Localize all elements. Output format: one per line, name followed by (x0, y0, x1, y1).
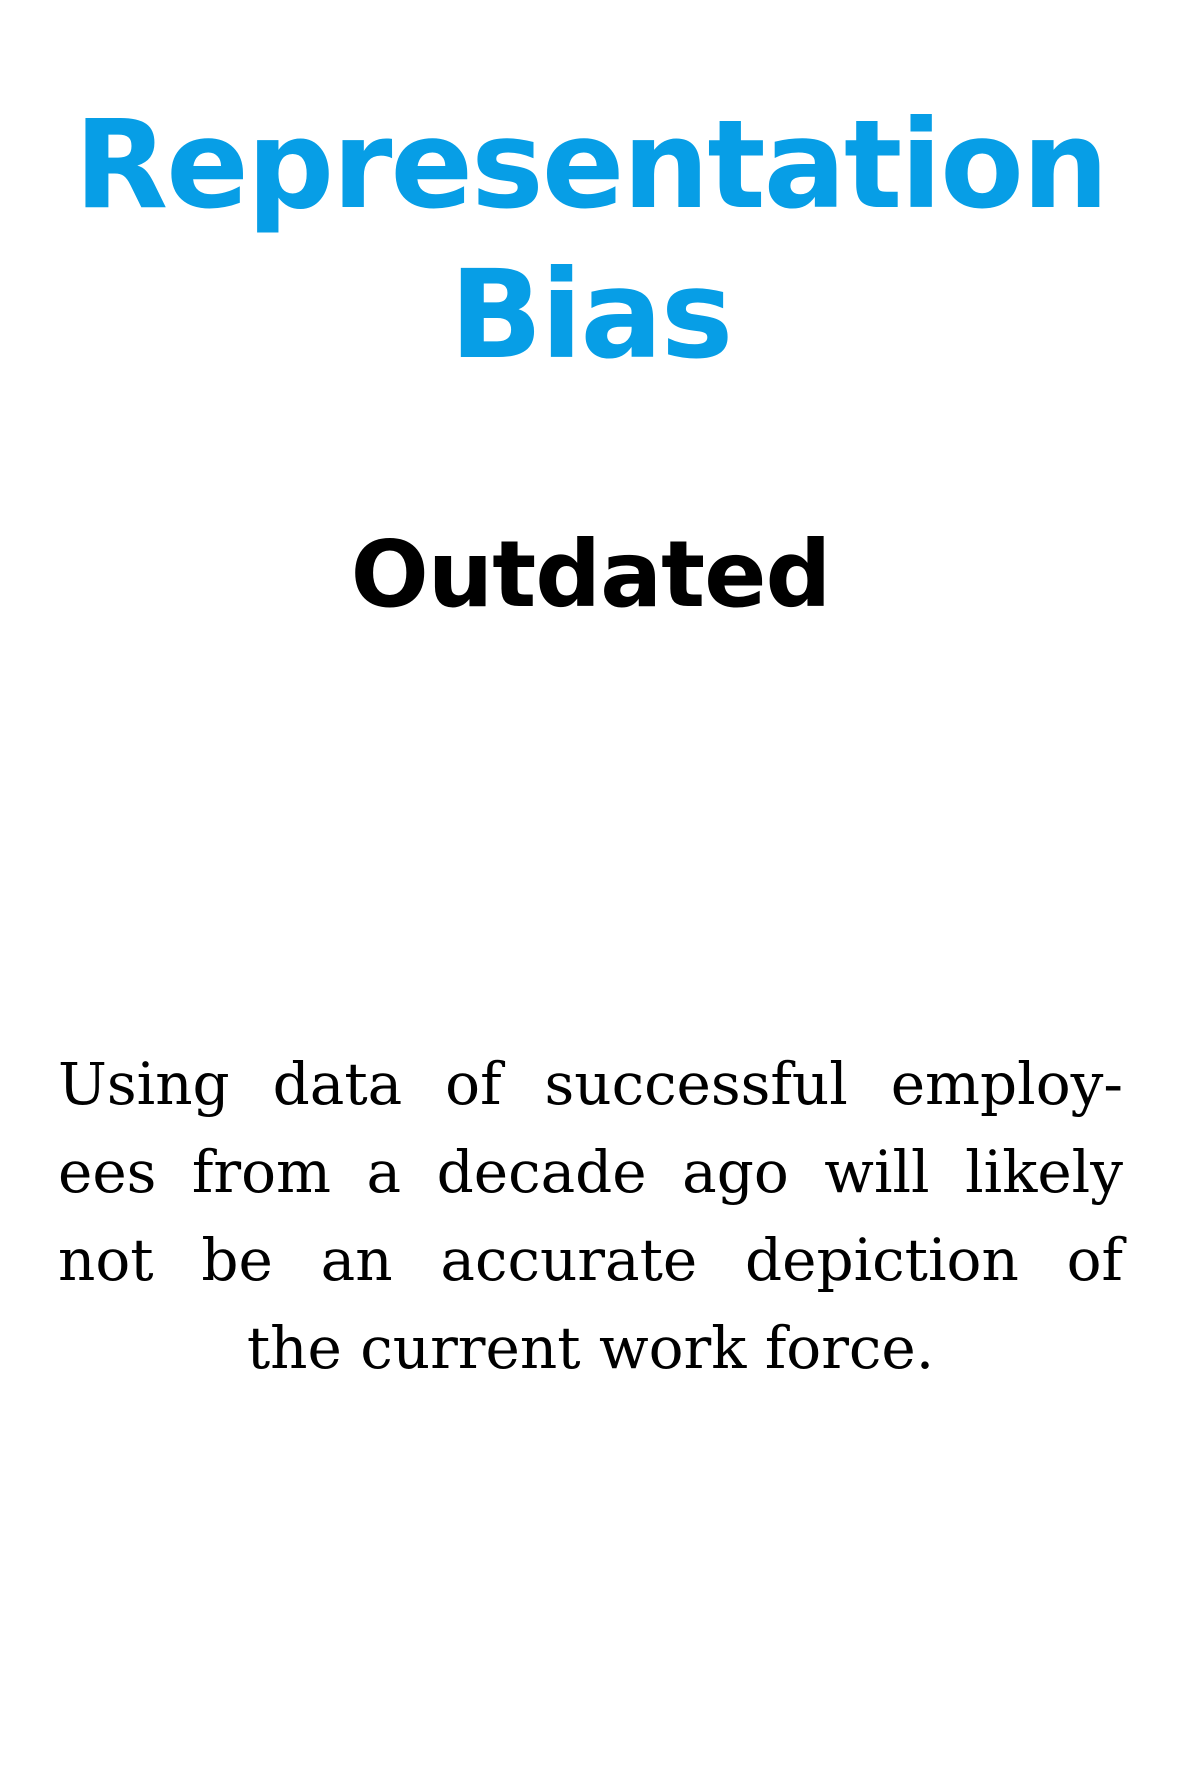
card-subtitle: Outdated (350, 521, 832, 628)
card-title-line-1: Representation (74, 94, 1109, 236)
description-line-2: ees from a decade ago will likely (58, 1138, 1123, 1206)
card-description: Using data of successful employ- ees fro… (58, 1040, 1123, 1392)
description-line-4: the current work force. (246, 1314, 935, 1382)
description-line-1: Using data of successful employ- (58, 1050, 1123, 1118)
description-line-3: not be an accurate depiction of (58, 1226, 1123, 1294)
card-title-line-2: Bias (449, 244, 734, 386)
